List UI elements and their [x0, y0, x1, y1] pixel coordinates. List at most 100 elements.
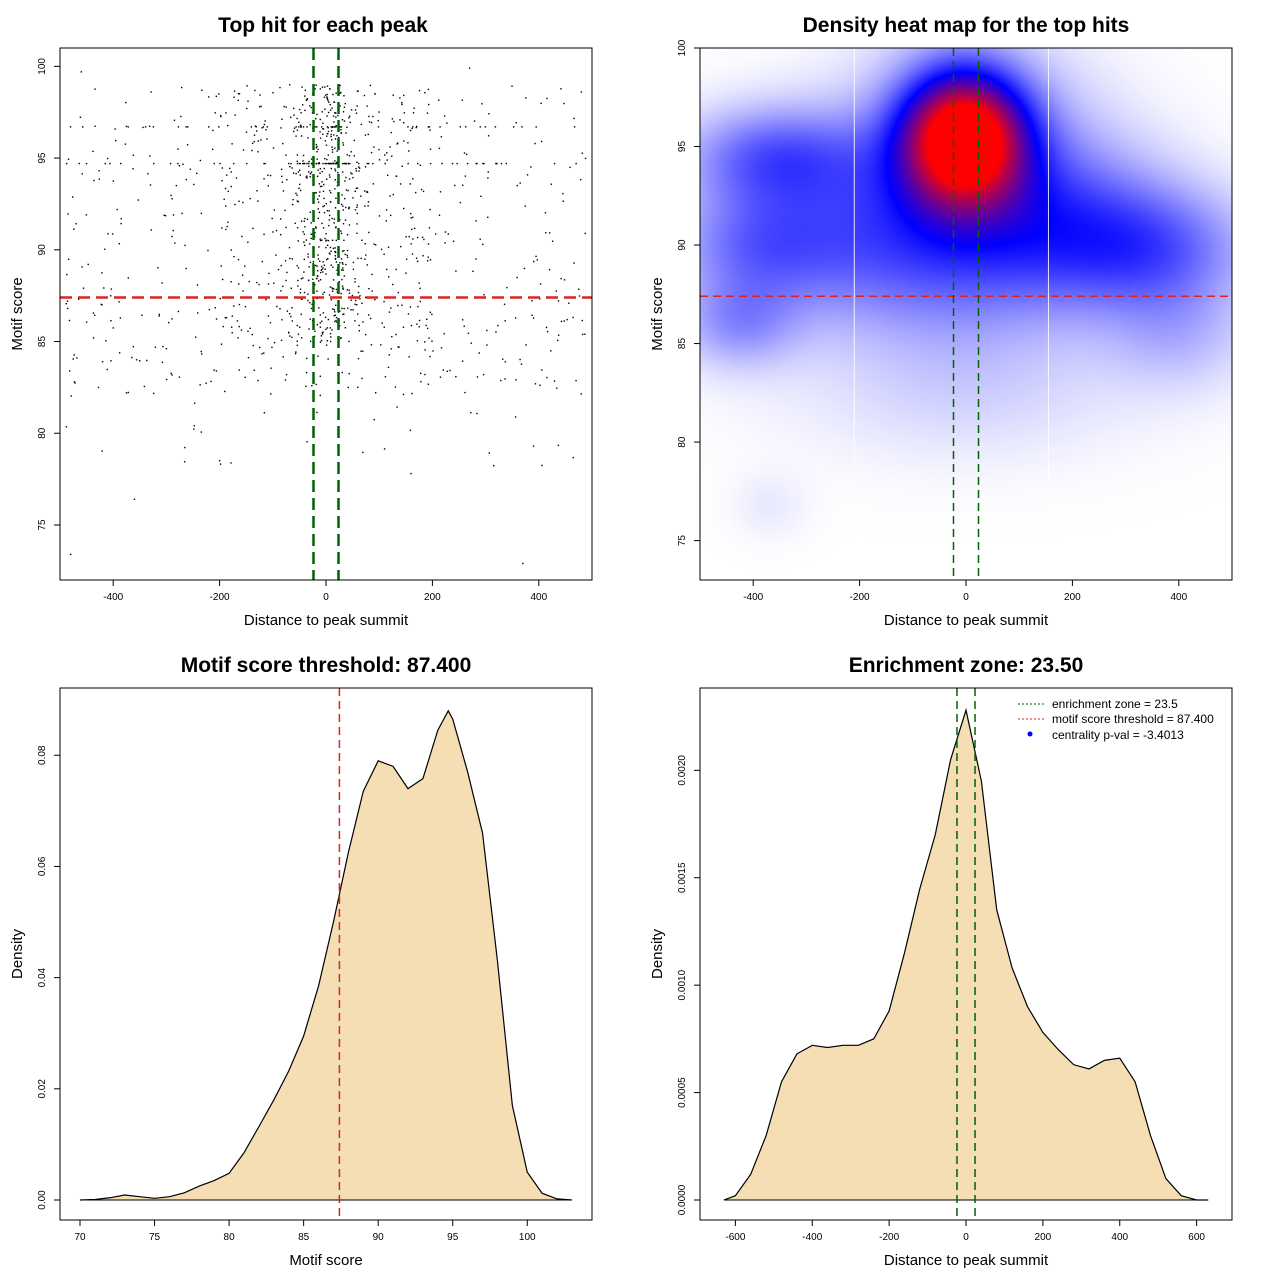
scatter-point — [418, 319, 421, 322]
scatter-point — [292, 172, 295, 174]
scatter-point — [342, 313, 344, 316]
scatter-point — [237, 258, 240, 261]
scatter-point — [371, 273, 373, 276]
scatter-point — [271, 217, 273, 220]
score-density-ytick-label: 0.00 — [37, 1190, 48, 1210]
scatter-point — [578, 288, 580, 290]
distance-density-ticks: -600 -400 -200 0 200 400 600 0.0000 0.0005 0.0010… — [677, 755, 1205, 1243]
scatter-point — [270, 393, 272, 395]
scatter-point — [321, 170, 323, 173]
distance-density-ytick-label: 0.0020 — [677, 755, 688, 786]
scatter-point — [488, 113, 490, 115]
scatter-point — [367, 201, 370, 203]
scatter-point — [479, 126, 481, 128]
scatter-point — [305, 385, 307, 388]
scatter-point — [334, 160, 336, 162]
scatter-point — [358, 330, 360, 332]
scatter-point — [359, 295, 361, 297]
scatter-point — [314, 264, 317, 267]
scatter-point — [364, 243, 366, 245]
scatter-point — [350, 151, 352, 153]
heatmap-title: Density heat map for the top hits — [803, 14, 1130, 37]
distance-density-area — [723, 707, 1209, 1201]
scatter-point — [316, 150, 318, 153]
scatter-point — [281, 319, 283, 321]
scatter-point — [149, 184, 152, 186]
scatter-point — [69, 370, 71, 372]
scatter-point — [475, 258, 477, 260]
scatter-point — [208, 308, 211, 311]
scatter-point — [428, 337, 430, 339]
scatter-point — [325, 246, 327, 249]
scatter-point — [519, 358, 521, 361]
scatter-point — [317, 258, 320, 260]
scatter-point — [348, 224, 351, 226]
scatter-point — [233, 96, 235, 98]
scatter-point — [327, 130, 330, 133]
scatter-point — [443, 115, 446, 117]
scatter-point — [319, 137, 322, 139]
scatter-point — [344, 162, 346, 165]
scatter-point — [307, 253, 309, 255]
scatter-point — [341, 194, 343, 196]
scatter-point — [321, 126, 323, 128]
score-density-ytick-label: 0.08 — [37, 745, 48, 765]
score-density-xlabel: Motif score — [289, 1252, 362, 1269]
scatter-point — [429, 162, 432, 165]
scatter-point — [326, 93, 328, 96]
scatter-point — [383, 326, 385, 328]
scatter-point — [295, 192, 297, 195]
scatter-point — [293, 127, 296, 129]
scatter-point — [81, 266, 83, 268]
scatter-point — [326, 115, 328, 117]
scatter-point — [301, 104, 304, 106]
scatter-point — [346, 254, 348, 257]
scatter-point — [300, 277, 303, 280]
scatter-point — [402, 326, 405, 328]
scatter-point — [232, 162, 235, 165]
scatter-point — [161, 282, 163, 284]
scatter-point — [298, 108, 301, 111]
scatter-point — [584, 157, 587, 160]
scatter-point — [106, 157, 109, 160]
scatter-point — [296, 200, 299, 202]
scatter-point — [225, 112, 227, 114]
scatter-point — [73, 354, 75, 356]
scatter-point — [318, 195, 321, 197]
scatter-point — [165, 378, 168, 381]
scatter-point — [429, 311, 432, 313]
scatter-point — [354, 299, 357, 302]
scatter-point — [424, 92, 426, 94]
scatter-point — [413, 107, 415, 109]
scatter-point — [525, 344, 527, 346]
scatter-point — [220, 343, 223, 345]
scatter-point — [334, 179, 336, 181]
scatter-point — [75, 223, 77, 225]
scatter-point — [388, 311, 391, 313]
scatter-point — [267, 174, 269, 176]
scatter-point — [395, 175, 398, 177]
score-density-ylabel: Density — [9, 928, 26, 979]
scatter-point — [311, 385, 313, 387]
scatter-point — [374, 244, 377, 246]
scatter-point — [303, 162, 305, 165]
scatter-point — [323, 264, 326, 266]
scatter-point — [426, 260, 429, 262]
scatter-point — [306, 98, 308, 101]
scatter-point — [329, 201, 332, 203]
scatter-point — [428, 126, 431, 128]
distance-density-xtick-label: -200 — [879, 1232, 899, 1243]
scatter-point — [320, 269, 323, 271]
scatter-point — [427, 103, 430, 106]
scatter-point — [351, 173, 353, 175]
scatter-point — [252, 227, 254, 230]
scatter-point — [418, 326, 420, 328]
scatter-point — [247, 100, 249, 102]
scatter-point — [180, 115, 182, 118]
scatter-point — [218, 93, 220, 95]
scatter-point — [409, 306, 412, 308]
scatter-point — [334, 207, 337, 209]
scatter-point — [409, 429, 412, 432]
scatter-point — [325, 240, 327, 242]
scatter-point — [171, 235, 173, 238]
